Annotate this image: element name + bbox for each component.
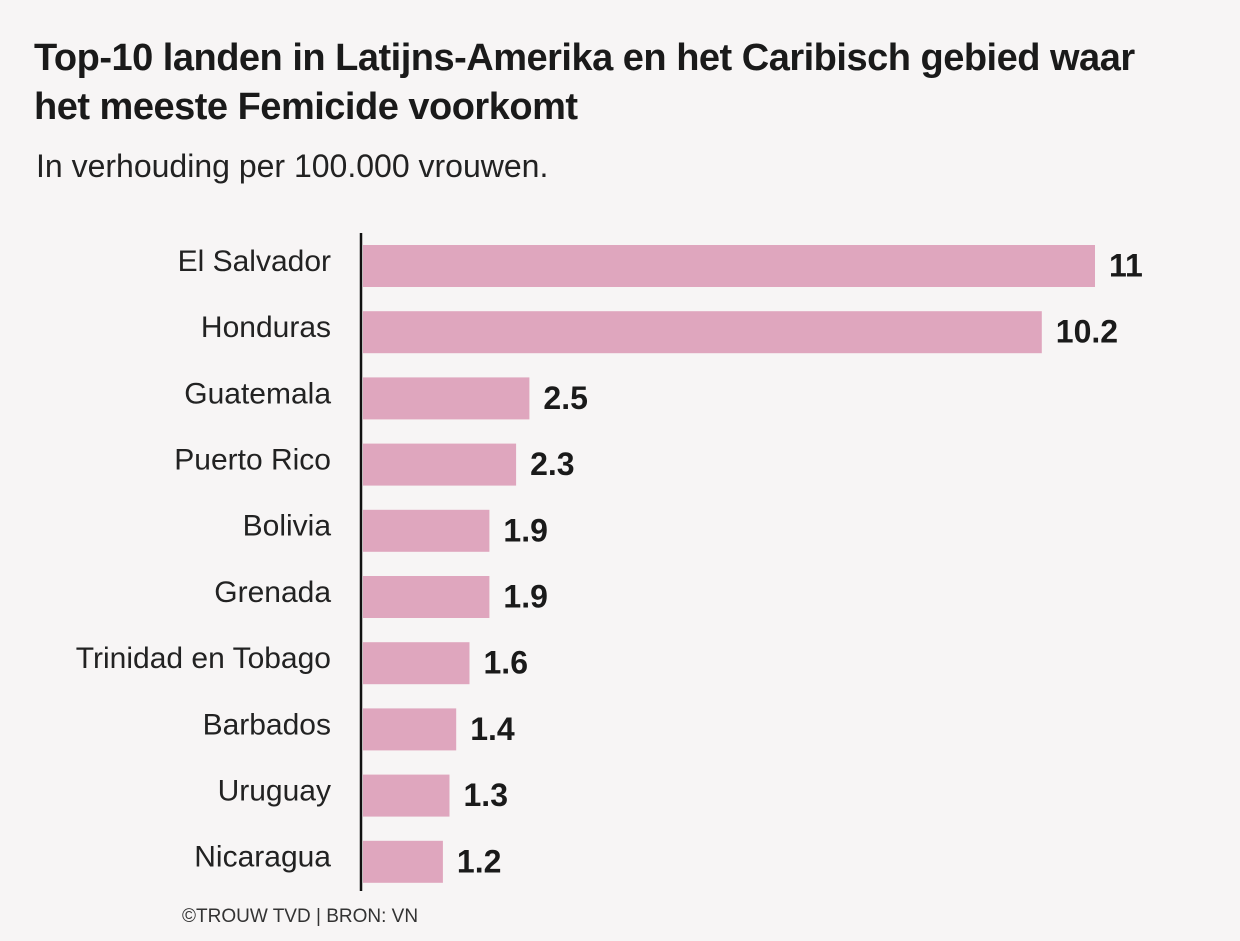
category-label-guatemala: Guatemala: [184, 377, 331, 410]
value-label-uruguay: 1.3: [464, 777, 508, 813]
category-label-el-salvador: El Salvador: [178, 245, 331, 278]
category-label-puerto-rico: Puerto Rico: [174, 444, 331, 477]
bar-guatemala: [363, 377, 530, 420]
value-label-honduras: 10.2: [1056, 314, 1118, 350]
category-label-bolivia: Bolivia: [243, 510, 332, 543]
bar-uruguay: [363, 774, 450, 817]
bar-grenada: [363, 576, 490, 618]
value-label-trinidad-en-tobago: 1.6: [484, 645, 528, 681]
bar-nicaragua: [363, 840, 443, 883]
chart-title: Top-10 landen in Latijns-Amerika en het …: [34, 37, 1135, 128]
bar-trinidad-en-tobago: [363, 642, 470, 685]
category-label-barbados: Barbados: [203, 708, 331, 741]
category-label-trinidad-en-tobago: Trinidad en Tobago: [76, 642, 331, 675]
value-label-nicaragua: 1.2: [457, 843, 501, 879]
value-label-bolivia: 1.9: [503, 512, 547, 548]
category-label-grenada: Grenada: [214, 576, 331, 609]
bar-honduras: [363, 311, 1042, 354]
bar-puerto-rico: [363, 443, 517, 486]
category-label-honduras: Honduras: [201, 311, 331, 344]
value-label-puerto-rico: 2.3: [530, 446, 574, 482]
category-label-uruguay: Uruguay: [218, 775, 331, 808]
value-label-grenada: 1.9: [503, 578, 547, 614]
chart-subtitle: In verhouding per 100.000 vrouwen.: [36, 148, 549, 184]
bar-bolivia: [363, 509, 490, 552]
bar-barbados: [363, 708, 457, 751]
value-label-guatemala: 2.5: [543, 380, 587, 416]
bar-el-salvador: [363, 245, 1095, 287]
value-label-el-salvador: 11: [1109, 247, 1143, 283]
category-label-nicaragua: Nicaragua: [194, 841, 331, 874]
source-credit: ©TROUW TVD | BRON: VN: [182, 906, 419, 927]
value-label-barbados: 1.4: [470, 711, 515, 747]
